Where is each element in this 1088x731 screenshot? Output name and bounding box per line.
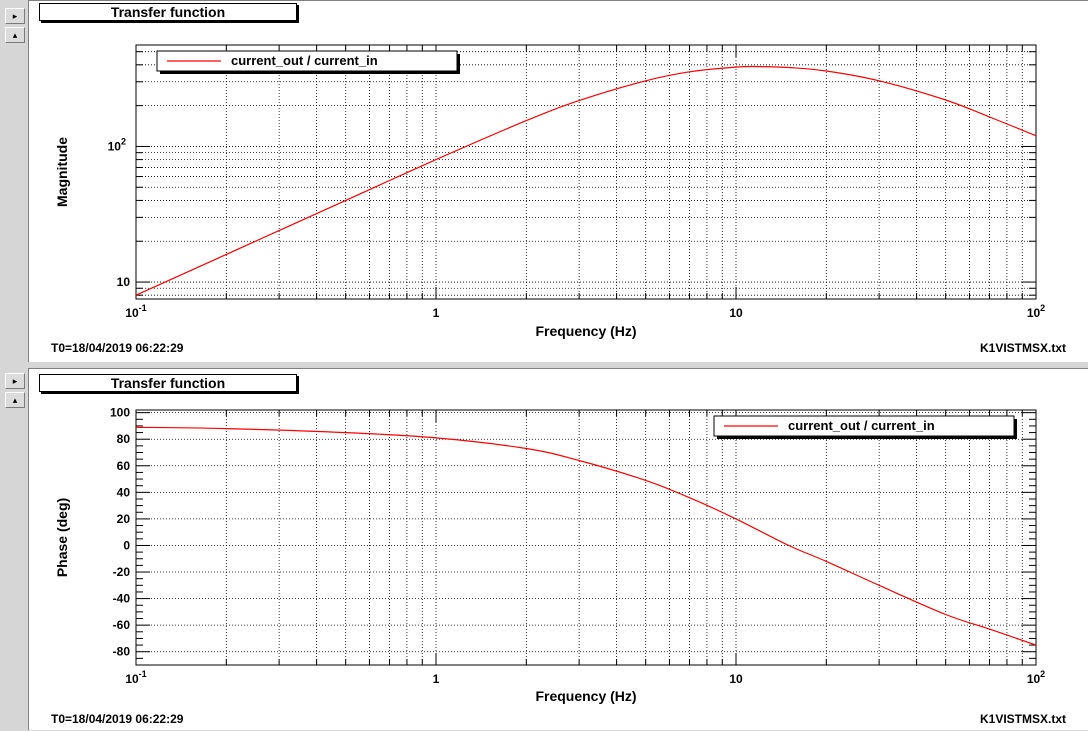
y-axis-label: Magnitude bbox=[54, 137, 70, 207]
x-tick-label: 102 bbox=[1027, 303, 1045, 320]
x-axis-label: Frequency (Hz) bbox=[535, 688, 636, 704]
y-tick-label: -60 bbox=[113, 618, 131, 632]
y-tick-label: 10 bbox=[117, 275, 131, 289]
axes bbox=[135, 44, 1037, 300]
expand-button[interactable]: ▸ bbox=[5, 373, 25, 389]
grid bbox=[135, 45, 1037, 299]
start-time: T0=18/04/2019 06:22:29 bbox=[51, 341, 184, 355]
y-tick-label: -40 bbox=[113, 592, 131, 606]
y-tick-label: -20 bbox=[113, 565, 131, 579]
y-tick-label: 102 bbox=[108, 136, 126, 153]
plot-frame bbox=[135, 409, 1037, 666]
collapse-button[interactable]: ▴ bbox=[5, 392, 25, 408]
x-tick-label: 102 bbox=[1027, 669, 1045, 686]
plot-frame bbox=[135, 44, 1037, 300]
phase-panel: 10-1 1 10 102 100 80 60 40 20 0 -20 -40 -60 -80 curren… bbox=[28, 368, 1088, 730]
y-tick-label: 100 bbox=[110, 406, 130, 420]
expand-button[interactable]: ▸ bbox=[5, 8, 25, 24]
file-name: K1VISTMSX.txt bbox=[979, 341, 1066, 355]
collapse-button[interactable]: ▴ bbox=[5, 27, 25, 43]
y-tick-label: 60 bbox=[117, 459, 131, 473]
y-tick-label: 20 bbox=[117, 512, 131, 526]
legend-label: current_out / current_in bbox=[231, 53, 378, 68]
y-tick-label: 40 bbox=[117, 485, 131, 499]
legend-box bbox=[713, 415, 1015, 437]
y-tick-label: 80 bbox=[117, 432, 131, 446]
plot-title[interactable]: Transfer function bbox=[39, 3, 297, 21]
x-tick-label: 1 bbox=[433, 306, 440, 320]
y-tick-label: -80 bbox=[113, 645, 131, 659]
legend-box bbox=[156, 50, 458, 72]
series-line bbox=[135, 65, 1037, 296]
x-tick-label: 10-1 bbox=[125, 303, 146, 320]
magnitude-panel: 10-1 1 10 102 10 102 current_out / current_in F… bbox=[28, 0, 1088, 362]
x-tick-label: 1 bbox=[433, 672, 440, 686]
axes bbox=[135, 409, 1037, 666]
x-axis-label: Frequency (Hz) bbox=[535, 323, 636, 339]
phase-chart: 10-1 1 10 102 100 80 60 40 20 0 -20 -40 -60 -80 curren… bbox=[54, 406, 1045, 704]
x-tick-label: 10 bbox=[729, 672, 743, 686]
x-tick-label: 10 bbox=[729, 306, 743, 320]
series-line bbox=[135, 426, 1037, 646]
x-tick-label: 10-1 bbox=[125, 669, 146, 686]
start-time: T0=18/04/2019 06:22:29 bbox=[51, 712, 184, 726]
grid bbox=[135, 410, 1037, 665]
magnitude-chart: 10-1 1 10 102 10 102 current_out / current_in F… bbox=[54, 44, 1045, 339]
legend-label: current_out / current_in bbox=[788, 418, 935, 433]
y-axis-label: Phase (deg) bbox=[54, 498, 70, 577]
plot-title[interactable]: Transfer function bbox=[39, 374, 297, 392]
file-name: K1VISTMSX.txt bbox=[979, 712, 1066, 726]
y-tick-label: 0 bbox=[123, 538, 130, 552]
